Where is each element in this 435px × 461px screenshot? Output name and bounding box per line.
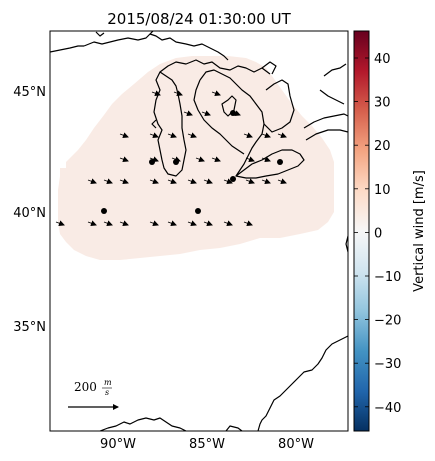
wind-vector [211,90,221,97]
station-marker [277,159,283,165]
wind-vector [203,178,213,185]
colorbar-gradient [353,30,370,432]
wind-vector [183,110,193,117]
colorbar-tick-label: 40 [374,52,391,67]
colorbar-tick-label: 10 [374,183,391,198]
lon-tick-label: 90°W [100,437,136,452]
lat-tick-label: 45°N [13,85,46,100]
scale-arrow: 200 m s [68,378,119,410]
colorbar-label: Vertical wind [m/s] [412,170,427,292]
wind-vector [195,156,205,163]
wind-vector [119,132,129,139]
station-marker [195,208,201,214]
station-marker [173,159,179,165]
map-frame [49,30,349,432]
scale-arrow-unit-bottom: s [105,388,109,397]
coastlines [50,31,348,431]
lat-axis: 45°N 40°N 35°N [13,85,46,335]
wind-vector [167,178,177,185]
wind-vector [167,220,177,227]
wind-vector [245,156,255,163]
wind-vector [149,156,159,163]
wind-vector [187,132,197,139]
scale-arrow-value: 200 [74,380,97,394]
wind-vector [149,220,159,227]
wind-vector [187,220,197,227]
wind-vector [103,178,113,185]
colorbar-tick-label: 0 [374,226,382,241]
wind-vector [243,220,253,227]
colorbar-tick-label: −10 [374,270,401,285]
wind-vector [261,156,271,163]
colorbar-tick-label: −20 [374,314,401,329]
wind-vector [245,178,255,185]
wind-vector [173,90,183,97]
station-markers [101,110,283,214]
lon-axis: 90°W 85°W 80°W [100,437,314,452]
colorbar: 40 30 20 10 0 −10 −20 −30 −40 Vertical wind [m/s… [353,30,427,432]
colorbar-tick-label: −40 [374,401,401,416]
wind-vector [87,220,97,227]
wind-vector [119,156,129,163]
wind-vector [87,178,97,185]
wind-vector [103,220,113,227]
wind-vector [277,178,287,185]
colorbar-ticks: 40 30 20 10 0 −10 −20 −30 −40 [354,52,401,416]
colorbar-tick-label: −30 [374,357,401,372]
wind-vector [261,178,271,185]
station-marker [149,159,155,165]
wind-vector [187,178,197,185]
station-marker [230,176,236,182]
wind-vector [243,132,253,139]
wind-vector [201,110,211,117]
colorbar-tick-label: 30 [374,96,391,111]
wind-vector [203,220,213,227]
scale-arrow-unit-top: m [104,378,112,387]
wind-vectors [55,90,287,227]
plot-title: 2015/08/24 01:30:00 UT [107,10,291,28]
colorbar-tick-label: 20 [374,139,391,154]
lat-tick-label: 40°N [13,206,46,221]
wind-vector [261,132,271,139]
wind-vector [223,220,233,227]
wind-vector [223,178,233,185]
wind-vector [149,178,159,185]
wind-vector [211,156,221,163]
station-marker [230,110,236,116]
wind-vector [55,220,65,227]
lon-tick-label: 80°W [278,437,314,452]
wind-vector [119,178,129,185]
wind-vector [277,132,287,139]
map-panel [50,31,348,431]
wind-vector [149,132,159,139]
wind-vector [119,220,129,227]
lon-tick-label: 85°W [189,437,225,452]
lat-tick-label: 35°N [13,320,46,335]
wind-vector [167,132,177,139]
wind-vector [151,90,161,97]
station-marker [101,208,107,214]
